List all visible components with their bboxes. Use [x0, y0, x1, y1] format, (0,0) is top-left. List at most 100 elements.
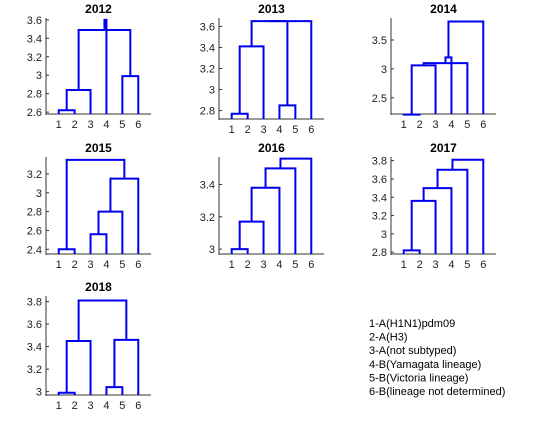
leaf-label: 4 [103, 119, 109, 131]
leaf-label: 5 [464, 119, 470, 131]
leaf-label: 5 [292, 259, 298, 271]
dendrogram-link [422, 187, 453, 254]
leaf-label: 3 [87, 400, 93, 412]
y-tick-label: 3.4 [200, 42, 215, 54]
legend-entry: 4-B(Yamagata lineage) [369, 359, 481, 371]
dendrogram-link [402, 249, 421, 254]
dendrogram-link [65, 340, 92, 395]
leaf-label: 4 [276, 259, 282, 271]
dendrogram-link [278, 104, 297, 119]
dendrogram-link [269, 20, 313, 119]
y-tick-label: 2.5 [372, 93, 387, 105]
dendrogram-link [264, 167, 297, 254]
dendrogram-link [57, 248, 76, 254]
leaf-label: 1 [56, 259, 62, 271]
leaf-label: 3 [432, 119, 438, 131]
dendrogram-link [109, 177, 140, 254]
legend-entry: 6-B(lineage not determined) [369, 386, 505, 398]
y-tick-label: 3.2 [372, 211, 387, 223]
panel-title: 2017 [430, 141, 457, 155]
panel-title: 2012 [85, 2, 112, 16]
y-tick-label: 3.5 [372, 35, 387, 47]
leaf-label: 3 [260, 259, 266, 271]
legend-entry: 2-A(H3) [369, 332, 408, 344]
leaf-label: 3 [432, 259, 438, 271]
leaf-label: 4 [103, 259, 109, 271]
leaf-label: 4 [103, 400, 109, 412]
y-tick-label: 2.6 [27, 225, 42, 237]
y-tick-label: 3 [36, 70, 42, 82]
panel-title: 2018 [85, 280, 112, 294]
y-tick-label: 3.4 [27, 33, 42, 45]
leaf-label: 3 [87, 119, 93, 131]
dendrogram-link [103, 18, 108, 114]
leaf-label: 5 [119, 119, 125, 131]
y-tick-label: 3.2 [27, 52, 42, 64]
y-tick-label: 3.6 [200, 21, 215, 33]
leaf-label: 1 [229, 124, 235, 136]
dendrogram-link [105, 386, 124, 395]
leaf-label: 6 [135, 259, 141, 271]
leaf-label: 2 [72, 119, 78, 131]
leaf-label: 2 [417, 119, 423, 131]
y-tick-label: 3.2 [200, 64, 215, 76]
leaf-label: 2 [417, 259, 423, 271]
y-tick-label: 3.6 [372, 174, 387, 186]
y-tick-label: 3 [381, 64, 387, 76]
leaf-label: 3 [260, 124, 266, 136]
leaf-label: 6 [308, 259, 314, 271]
leaf-label: 1 [401, 119, 407, 131]
dendrogram-link [444, 56, 453, 114]
dendrogram-link [121, 75, 140, 114]
leaf-label: 2 [72, 259, 78, 271]
dendrogram-link [250, 186, 281, 254]
leaf-label: 6 [480, 259, 486, 271]
leaf-label: 4 [448, 259, 454, 271]
leaf-label: 6 [135, 400, 141, 412]
dendrogram-link [230, 112, 249, 119]
leaf-label: 5 [464, 259, 470, 271]
y-tick-label: 2.8 [27, 207, 42, 219]
y-tick-label: 3.8 [27, 297, 42, 309]
dendrogram-link [422, 62, 469, 114]
dendrogram-link [410, 199, 437, 254]
leaf-label: 1 [401, 259, 407, 271]
legend-entry: 1-A(H1N1)pdm09 [369, 318, 455, 330]
y-tick-label: 2.8 [372, 247, 387, 259]
leaf-label: 5 [119, 259, 125, 271]
y-tick-label: 3.6 [27, 15, 42, 27]
dendrogram-link [65, 158, 126, 250]
y-tick-label: 3.2 [200, 212, 215, 224]
y-tick-label: 3 [36, 188, 42, 200]
y-tick-label: 2.4 [27, 244, 42, 256]
y-tick-label: 2.6 [27, 107, 42, 119]
y-tick-label: 2.8 [27, 89, 42, 101]
dendrogram-link [230, 248, 249, 254]
leaf-label: 6 [308, 124, 314, 136]
legend-entry: 5-B(Victoria lineage) [369, 372, 468, 384]
y-tick-label: 3.4 [372, 192, 387, 204]
dendrogram-link [238, 220, 265, 254]
y-tick-label: 3 [36, 387, 42, 399]
dendrogram-link [250, 20, 289, 106]
y-tick-label: 3.4 [200, 179, 215, 191]
y-tick-label: 3.8 [372, 156, 387, 168]
y-tick-label: 2.8 [200, 106, 215, 118]
leaf-label: 6 [480, 119, 486, 131]
dendrogram-link [238, 45, 265, 119]
leaf-label: 1 [229, 259, 235, 271]
panel-title: 2013 [258, 2, 285, 16]
dendrogram-link [447, 20, 485, 114]
leaf-label: 2 [245, 259, 251, 271]
leaf-label: 1 [56, 119, 62, 131]
y-tick-label: 3.2 [27, 169, 42, 181]
dendrogram-link [89, 233, 108, 254]
panel-title: 2016 [258, 141, 285, 155]
